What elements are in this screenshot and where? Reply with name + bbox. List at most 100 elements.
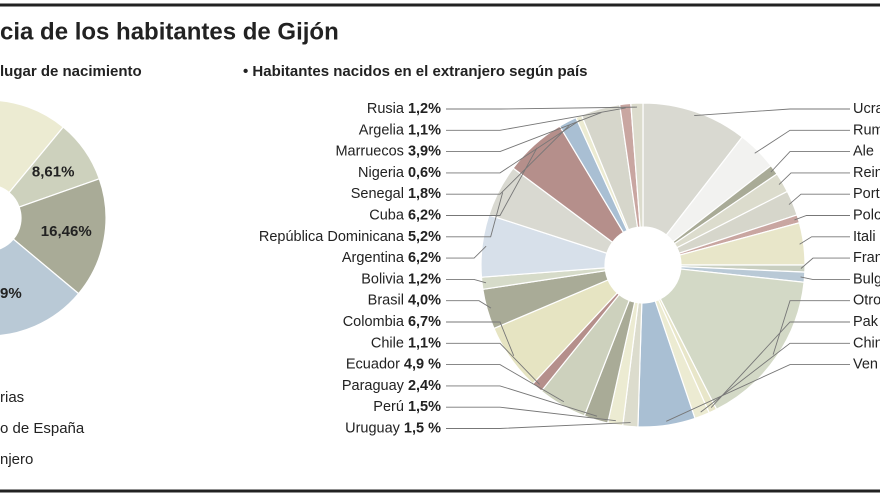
category-name: Ucra bbox=[853, 101, 880, 117]
leader-line bbox=[446, 406, 616, 422]
category-label: Ale bbox=[853, 143, 874, 159]
leader-line bbox=[694, 108, 850, 116]
value-label: 16,46% bbox=[41, 223, 92, 240]
category-label: Itali bbox=[853, 229, 876, 245]
leader-line bbox=[666, 364, 850, 422]
category-label: Bolivia 1,2% bbox=[361, 271, 441, 287]
category-name: Ven bbox=[853, 356, 878, 372]
value-label: 1,5 % bbox=[404, 420, 441, 436]
leader-line bbox=[446, 119, 581, 174]
category-name: República Dominicana bbox=[259, 229, 405, 245]
category-name: Uruguay bbox=[345, 420, 401, 436]
category-name: Port bbox=[853, 186, 880, 202]
category-name: Chin bbox=[853, 335, 880, 351]
value-label: 1,2% bbox=[408, 271, 441, 287]
category-name: Cuba bbox=[369, 207, 405, 223]
leader-line bbox=[446, 245, 487, 259]
category-name: Rum bbox=[853, 122, 880, 138]
category-label: Rein bbox=[853, 165, 880, 181]
leader-line bbox=[446, 321, 515, 357]
leader-line bbox=[800, 276, 850, 280]
category-label: Polo bbox=[853, 207, 880, 223]
value-label: 8,61% bbox=[32, 163, 75, 180]
legend-label: rias bbox=[0, 389, 24, 406]
category-label: Argelia 1,1% bbox=[359, 122, 441, 138]
category-label: Argentina 6,2% bbox=[342, 250, 441, 266]
slice bbox=[0, 238, 80, 336]
value-label: 3,9% bbox=[408, 143, 441, 159]
leader-line bbox=[446, 192, 504, 238]
leader-line bbox=[770, 151, 850, 173]
leader-line bbox=[446, 385, 598, 417]
leader-line bbox=[710, 321, 850, 408]
category-label: Brasil 4,0% bbox=[368, 293, 441, 309]
category-label: Senegal 1,8% bbox=[351, 186, 441, 202]
category-name: Nigeria bbox=[358, 165, 405, 181]
category-name: Brasil bbox=[368, 293, 404, 309]
subtitle: • Habitantes nacidos en el extranjero se… bbox=[243, 63, 588, 80]
category-name: Chile bbox=[371, 335, 404, 351]
value-label: 1,5% bbox=[408, 399, 441, 415]
category-name: Itali bbox=[853, 229, 876, 245]
category-name: Argelia bbox=[359, 122, 405, 138]
value-label: 1,8% bbox=[408, 186, 441, 202]
value-label: 2,4% bbox=[408, 378, 441, 394]
category-label: Chin bbox=[853, 335, 880, 351]
value-label: 4,9 % bbox=[404, 356, 441, 372]
value-label: 5,2% bbox=[408, 229, 441, 245]
category-name: Ecuador bbox=[346, 356, 400, 372]
leader-line bbox=[446, 342, 540, 385]
value-label: 6,7% bbox=[408, 314, 441, 330]
leader-line bbox=[446, 147, 538, 216]
category-label: Perú 1,5% bbox=[373, 399, 441, 415]
category-name: Bulg bbox=[853, 271, 880, 287]
value-label: 0,6% bbox=[408, 165, 441, 181]
category-label: Ecuador 4,9 % bbox=[346, 356, 441, 372]
leader-line bbox=[446, 124, 570, 195]
category-name: Ale bbox=[853, 143, 874, 159]
category-label: Colombia 6,7% bbox=[343, 314, 441, 330]
slice bbox=[642, 102, 744, 236]
category-label: Nigeria 0,6% bbox=[358, 165, 441, 181]
value-label: 6,2% bbox=[408, 207, 441, 223]
leader-line bbox=[446, 278, 487, 284]
leader-line bbox=[754, 129, 850, 154]
category-name: Fran bbox=[853, 250, 880, 266]
category-name: Paraguay bbox=[342, 378, 405, 394]
category-label: Rum bbox=[853, 122, 880, 138]
category-name: Bolivia bbox=[361, 271, 405, 287]
leader-line bbox=[446, 300, 492, 309]
leader-line bbox=[772, 300, 850, 355]
leader-line bbox=[446, 107, 626, 131]
category-name: Perú bbox=[373, 399, 404, 415]
category-label: Uruguay 1,5 % bbox=[345, 420, 441, 436]
leader-line bbox=[799, 236, 850, 245]
category-name: Polo bbox=[853, 207, 880, 223]
value-label: 6,2% bbox=[408, 250, 441, 266]
leader-line bbox=[800, 257, 850, 269]
category-name: Rusia bbox=[367, 101, 405, 117]
category-name: Marruecos bbox=[335, 143, 404, 159]
category-label: Rusia 1,2% bbox=[367, 101, 441, 117]
leader-line bbox=[794, 215, 850, 221]
category-name: Argentina bbox=[342, 250, 405, 266]
category-label: Chile 1,1% bbox=[371, 335, 441, 351]
category-label: Otro bbox=[853, 293, 880, 309]
category-label: Bulg bbox=[853, 271, 880, 287]
slice bbox=[659, 268, 805, 411]
slice bbox=[630, 102, 644, 228]
value-label: 9% bbox=[0, 285, 22, 302]
leader-line bbox=[446, 106, 638, 110]
category-name: Colombia bbox=[343, 314, 405, 330]
category-name: Rein bbox=[853, 165, 880, 181]
value-label: 1,1% bbox=[408, 335, 441, 351]
legend-label: njero bbox=[0, 451, 33, 468]
category-label: Fran bbox=[853, 250, 880, 266]
category-label: Paraguay 2,4% bbox=[342, 378, 441, 394]
legend-label: o de España bbox=[0, 420, 85, 437]
value-label: 1,1% bbox=[408, 122, 441, 138]
category-label: Marruecos 3,9% bbox=[335, 143, 441, 159]
category-label: Pak bbox=[853, 314, 879, 330]
leader-line bbox=[446, 364, 565, 403]
